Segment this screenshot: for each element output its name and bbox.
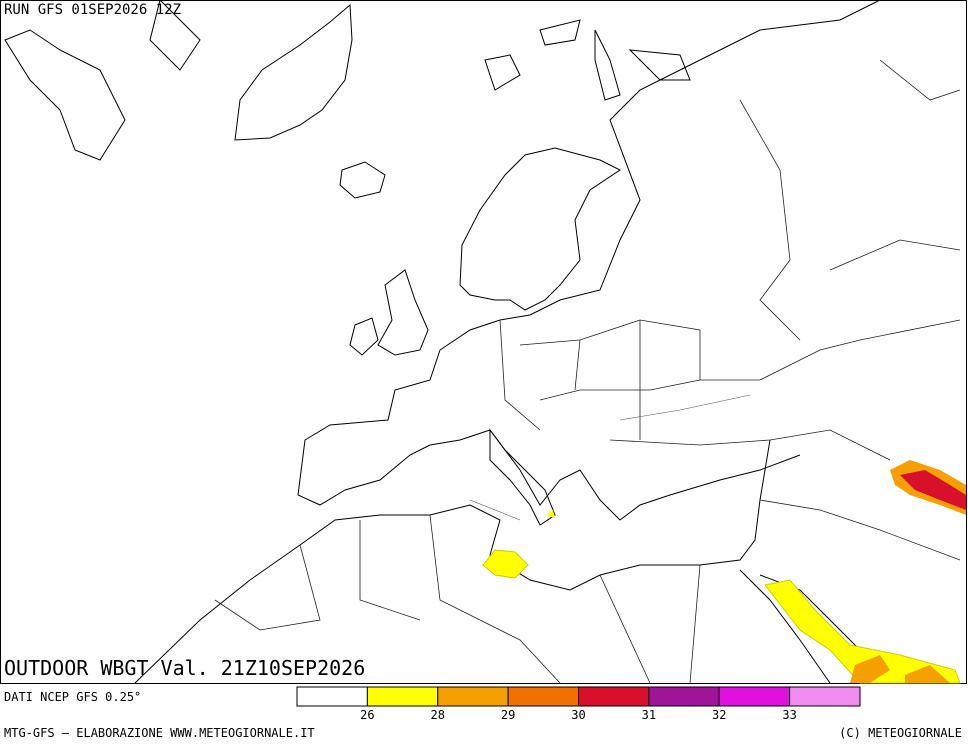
map: RUN GFS 01SEP2026 12Z OUTDOOR WBGT Val. … [0,0,967,684]
coastline [339,161,386,199]
coastline [297,0,881,521]
wbgt-area-28 [482,549,529,579]
legend-swatch [578,686,650,707]
legend-label: 28 [431,708,445,722]
coastline [349,269,429,356]
legend-label: 30 [571,708,585,722]
map-title: OUTDOOR WBGT Val. 21Z10SEP2026 [4,656,365,680]
wbgt-area-29 [850,655,950,683]
legend-swatch [366,686,439,707]
coastline [234,3,353,141]
data-source: DATI NCEP GFS 0.25° [4,690,141,704]
legend-label: 33 [782,708,796,722]
legend-label: 29 [501,708,515,722]
legend-swatch [789,686,861,707]
wbgt-area-31 [900,470,966,510]
legend-swatch [718,686,791,707]
legend-label: 31 [642,708,656,722]
coastline [484,19,691,101]
legend-label: 26 [360,708,374,722]
coastline [489,428,556,526]
legend-label: 32 [712,708,726,722]
color-legend: 26 28 29 30 31 32 33 [296,686,861,722]
run-label: RUN GFS 01SEP2026 12Z [4,2,181,18]
map-frame [0,0,967,684]
coastline [149,0,201,71]
footer-right: (C) METEOGIORNALE [839,726,962,740]
legend-swatch [437,686,509,707]
legend-swatch [648,686,720,707]
coastline [4,29,126,161]
legend-swatch [507,686,579,707]
coastline [459,147,621,311]
river [469,394,751,521]
legend-swatch [296,686,368,707]
wbgt-area-28 [546,510,555,518]
country-border [214,59,961,684]
footer-left: MTG-GFS — ELABORAZIONE WWW.METEOGIORNALE… [4,726,315,740]
